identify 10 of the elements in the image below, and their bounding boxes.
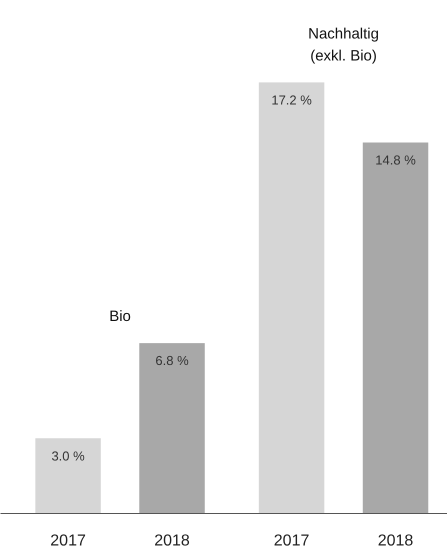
data-label: 3.0 % [51, 448, 86, 464]
data-label: 14.8 % [375, 152, 416, 168]
annotation: Bio [109, 308, 131, 326]
x-tick-label: 2017 [50, 532, 86, 550]
text: Nachhaltig (exkl. Bio) [308, 25, 379, 64]
data-label: 6.8 % [155, 353, 190, 368]
x-tick-label: 2018 [154, 532, 190, 550]
x-tick-label: 2018 [378, 532, 414, 550]
x-tick-label: 2017 [274, 532, 310, 550]
data-label: 17.2 % [271, 92, 312, 108]
